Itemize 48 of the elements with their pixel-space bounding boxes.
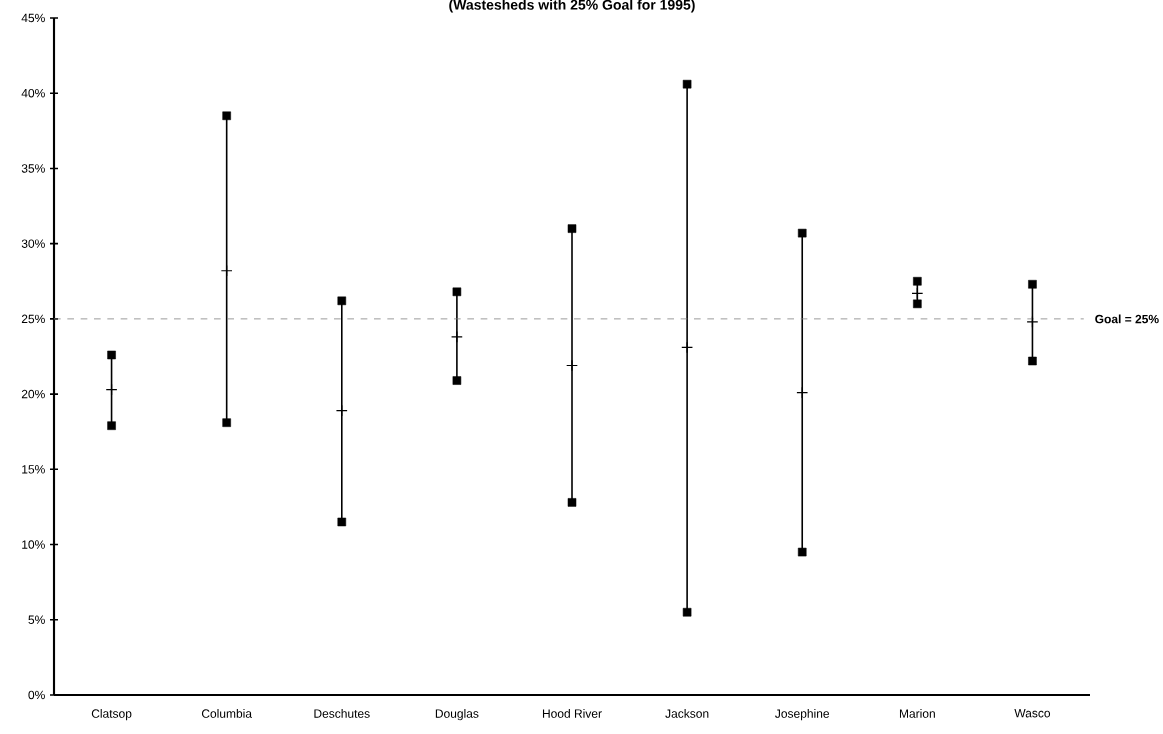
point <box>913 299 922 309</box>
y-tick-label: 40% <box>21 88 45 98</box>
point <box>337 517 347 527</box>
point <box>107 421 116 430</box>
x-tick-label: Josephine <box>775 709 830 721</box>
x-tick-label: Marion <box>899 709 935 718</box>
point <box>1028 280 1037 289</box>
point <box>335 404 348 417</box>
point <box>682 79 692 89</box>
y-tick-label: 5% <box>28 615 45 624</box>
point <box>337 296 347 306</box>
point <box>567 224 577 233</box>
point <box>797 228 807 238</box>
point <box>682 607 692 617</box>
y-tick-label: 35% <box>21 164 45 173</box>
point <box>222 111 231 121</box>
point <box>796 386 809 399</box>
point <box>1028 356 1037 366</box>
chart-title: (Wastesheds with 25% Goal for 1995) <box>449 0 695 13</box>
x-tick-label: Deschutes <box>314 709 370 718</box>
point <box>450 331 463 343</box>
ref-line-label: Goal = 25% <box>1095 314 1159 324</box>
point <box>107 350 116 360</box>
point <box>913 277 922 286</box>
point <box>220 264 233 277</box>
point <box>797 547 807 557</box>
y-tick-label: 15% <box>22 465 45 474</box>
y-tick-label: 0% <box>28 690 45 700</box>
point <box>452 376 462 385</box>
point <box>681 341 694 354</box>
y-tick-label: 45% <box>21 13 45 23</box>
y-tick-label: 10% <box>22 540 45 549</box>
point <box>1026 315 1039 328</box>
x-tick-label: Clatsop <box>91 709 132 721</box>
point <box>567 498 577 507</box>
x-tick-label: Wasco <box>1014 709 1051 718</box>
point <box>911 287 924 300</box>
y-tick-label: 20% <box>21 389 45 399</box>
point <box>566 359 578 372</box>
point <box>222 418 231 427</box>
y-tick-label: 30% <box>21 239 45 248</box>
x-tick-label: Hood River <box>542 709 602 718</box>
y-tick-label: 25% <box>21 314 45 324</box>
x-tick-label: Jackson <box>665 709 709 718</box>
x-tick-label: Douglas <box>435 709 479 721</box>
point <box>105 383 118 396</box>
point <box>452 287 462 297</box>
x-tick-label: Columbia <box>201 709 252 718</box>
